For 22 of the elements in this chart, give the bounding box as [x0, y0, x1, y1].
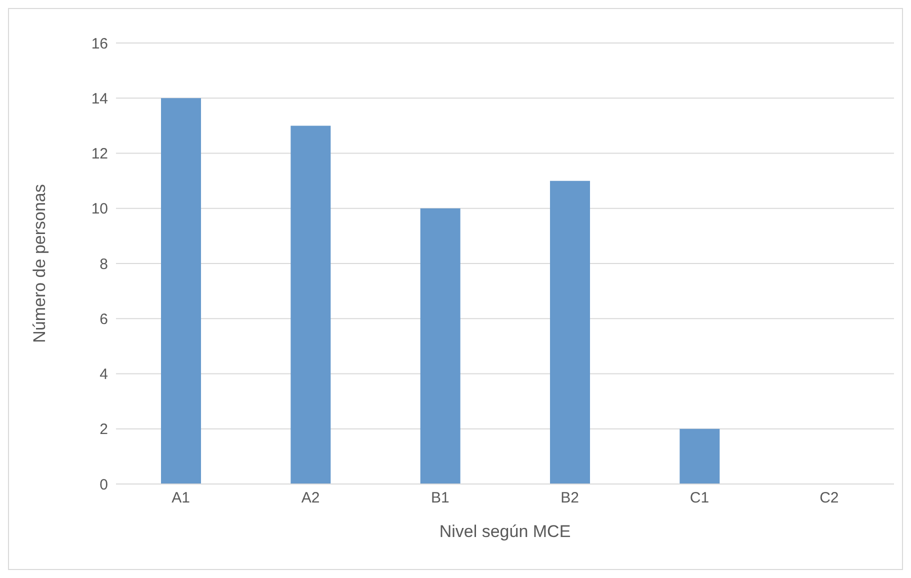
x-tick-label: A2 — [301, 490, 320, 507]
y-tick-label: 12 — [91, 146, 108, 163]
x-tick-label: B2 — [560, 490, 580, 507]
bar — [680, 428, 720, 484]
x-tick-label: C1 — [690, 490, 710, 507]
y-tick-label: 4 — [100, 366, 108, 384]
x-axis-title: Nivel según MCE — [439, 522, 571, 541]
x-tick-label: C2 — [820, 490, 839, 507]
y-tick-label: 14 — [91, 90, 108, 108]
y-tick-label: 2 — [100, 421, 108, 438]
bar — [161, 98, 201, 484]
x-tick-label: B1 — [430, 490, 450, 507]
bar — [420, 208, 460, 484]
x-tick-label: A1 — [172, 490, 190, 507]
y-tick-label: 6 — [100, 310, 108, 328]
y-tick-label: 8 — [100, 256, 108, 273]
bar — [290, 126, 331, 484]
y-axis-title: Número de personas — [30, 184, 50, 343]
bar — [550, 180, 590, 484]
y-tick-label: 16 — [91, 35, 108, 52]
y-tick-label: 0 — [100, 476, 108, 494]
y-tick-label: 10 — [91, 200, 108, 218]
